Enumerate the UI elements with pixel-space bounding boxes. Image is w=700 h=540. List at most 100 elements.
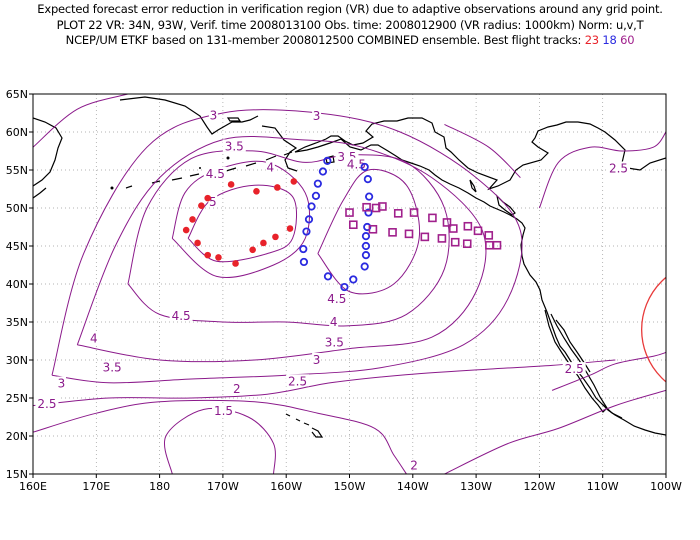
plot-header: Expected forecast error reduction in ver… — [0, 2, 700, 49]
contour-label-bg — [203, 166, 227, 179]
contour-line — [171, 160, 311, 278]
contour-label-bg — [265, 160, 275, 173]
st-lawrence-island — [226, 117, 242, 122]
lon-tick-label: 100W — [650, 480, 682, 493]
track-point-blue — [349, 275, 358, 284]
contour-label: 2.5 — [609, 161, 628, 175]
contour-label: 3 — [58, 377, 66, 391]
contour-line — [444, 389, 666, 474]
lat-tick-label: 60N — [6, 126, 28, 139]
track-point-blue — [361, 232, 371, 241]
contour-label-bg — [232, 381, 242, 394]
vr-circle — [641, 276, 666, 383]
contour-line — [76, 136, 487, 363]
lat-tick-label: 25N — [6, 392, 28, 405]
track-point-red — [260, 239, 267, 247]
contour-label: 3 — [313, 353, 321, 367]
track-point-blue — [313, 179, 322, 188]
asia-coastline — [33, 117, 63, 187]
contour-label-bg — [100, 360, 124, 373]
contour-label: 4 — [267, 161, 275, 175]
track-point-magenta — [428, 213, 437, 223]
contour-label-bg — [222, 139, 246, 152]
track-point-magenta — [462, 239, 472, 249]
mexico-coast — [601, 403, 623, 419]
lat-tick-label: 15N — [6, 468, 28, 481]
gulf-of-california-coast — [555, 319, 591, 373]
track-point-red — [204, 194, 212, 202]
track-point-blue — [361, 251, 371, 260]
track-point-magenta — [420, 232, 430, 242]
title-line-3-text: NCEP/UM ETKF based on 131-member 2008012… — [65, 33, 582, 47]
verification-region — [641, 276, 666, 383]
lon-tick-label: 130W — [460, 480, 492, 493]
track-point-red — [290, 178, 298, 185]
track-point-red — [215, 254, 222, 261]
contour-label: 3.5 — [103, 361, 122, 375]
contour-line — [51, 109, 523, 384]
contour-line — [317, 168, 421, 295]
contour-line — [127, 150, 450, 327]
island-small-1 — [110, 186, 114, 190]
contour-label-bg — [89, 331, 99, 344]
track-point-red — [194, 239, 201, 247]
contour-label: 4.5 — [172, 309, 191, 323]
contour-labels: 3 33.53.544.54.554.54.5 44 3.533.5 2.52.532.… — [35, 108, 631, 473]
track-point-blue — [307, 202, 316, 211]
track-point-magenta — [442, 218, 452, 227]
land-coastlines — [33, 96, 666, 438]
contour-label-bg — [56, 376, 66, 389]
alaska-west-coast — [261, 125, 298, 172]
contour-label: 4.5 — [206, 167, 225, 181]
contour-label-bg — [208, 194, 218, 207]
lon-tick-label: 150W — [334, 480, 366, 493]
track-point-blue — [360, 162, 369, 172]
track-point-red — [182, 226, 190, 234]
haida-gwaii — [469, 179, 477, 193]
track-point-blue — [365, 192, 374, 201]
title-line-2: PLOT 22 VR: 34N, 93W, Verif. time 200801… — [56, 17, 644, 32]
contour-label-bg — [409, 458, 419, 471]
contour-label-bg — [35, 397, 59, 410]
track-point-magenta — [449, 224, 458, 233]
lat-tick-label: 20N — [6, 430, 28, 443]
contour-line — [444, 123, 521, 178]
track-point-magenta — [437, 234, 447, 243]
chukotka-coast — [119, 96, 259, 135]
track-point-magenta — [362, 202, 371, 212]
lon-tick-label: 160E — [19, 480, 47, 493]
kuril-islands — [33, 187, 47, 199]
lon-tick-label: 180 — [149, 480, 170, 493]
track-point-magenta — [450, 237, 460, 247]
contour-label: 2.5 — [288, 374, 307, 388]
track-point-blue — [363, 222, 372, 232]
contour-label: 3 — [313, 109, 321, 123]
north-america-coastline — [294, 117, 666, 436]
contour-lines — [33, 94, 666, 474]
kodiak-island — [325, 155, 335, 164]
track-point-blue — [311, 191, 321, 200]
lon-tick-label: 160W — [270, 480, 302, 493]
track-point-magenta — [388, 228, 397, 237]
track-point-magenta — [409, 208, 419, 217]
contour-label-bg — [329, 315, 339, 327]
flight-track-23 — [182, 178, 298, 267]
track-point-blue — [364, 208, 373, 217]
title-line-3: NCEP/UM ETKF based on 131-member 2008012… — [0, 33, 700, 49]
contour-label-bg — [286, 374, 310, 387]
contour-label-bg — [212, 403, 236, 416]
track-point-red — [274, 184, 281, 191]
track-point-magenta — [485, 240, 494, 250]
track-point-blue — [318, 167, 328, 176]
track-point-magenta — [348, 220, 358, 230]
track-point-blue — [299, 244, 308, 254]
contour-label-bg — [325, 292, 349, 305]
contour-label-bg — [322, 335, 346, 348]
track-point-magenta — [473, 226, 483, 236]
track-point-red — [189, 216, 196, 223]
contour-line — [33, 94, 129, 148]
contour-label: 2.5 — [37, 397, 56, 411]
lon-tick-label: 170E — [82, 480, 110, 493]
track-label-23: 23 — [584, 33, 599, 47]
